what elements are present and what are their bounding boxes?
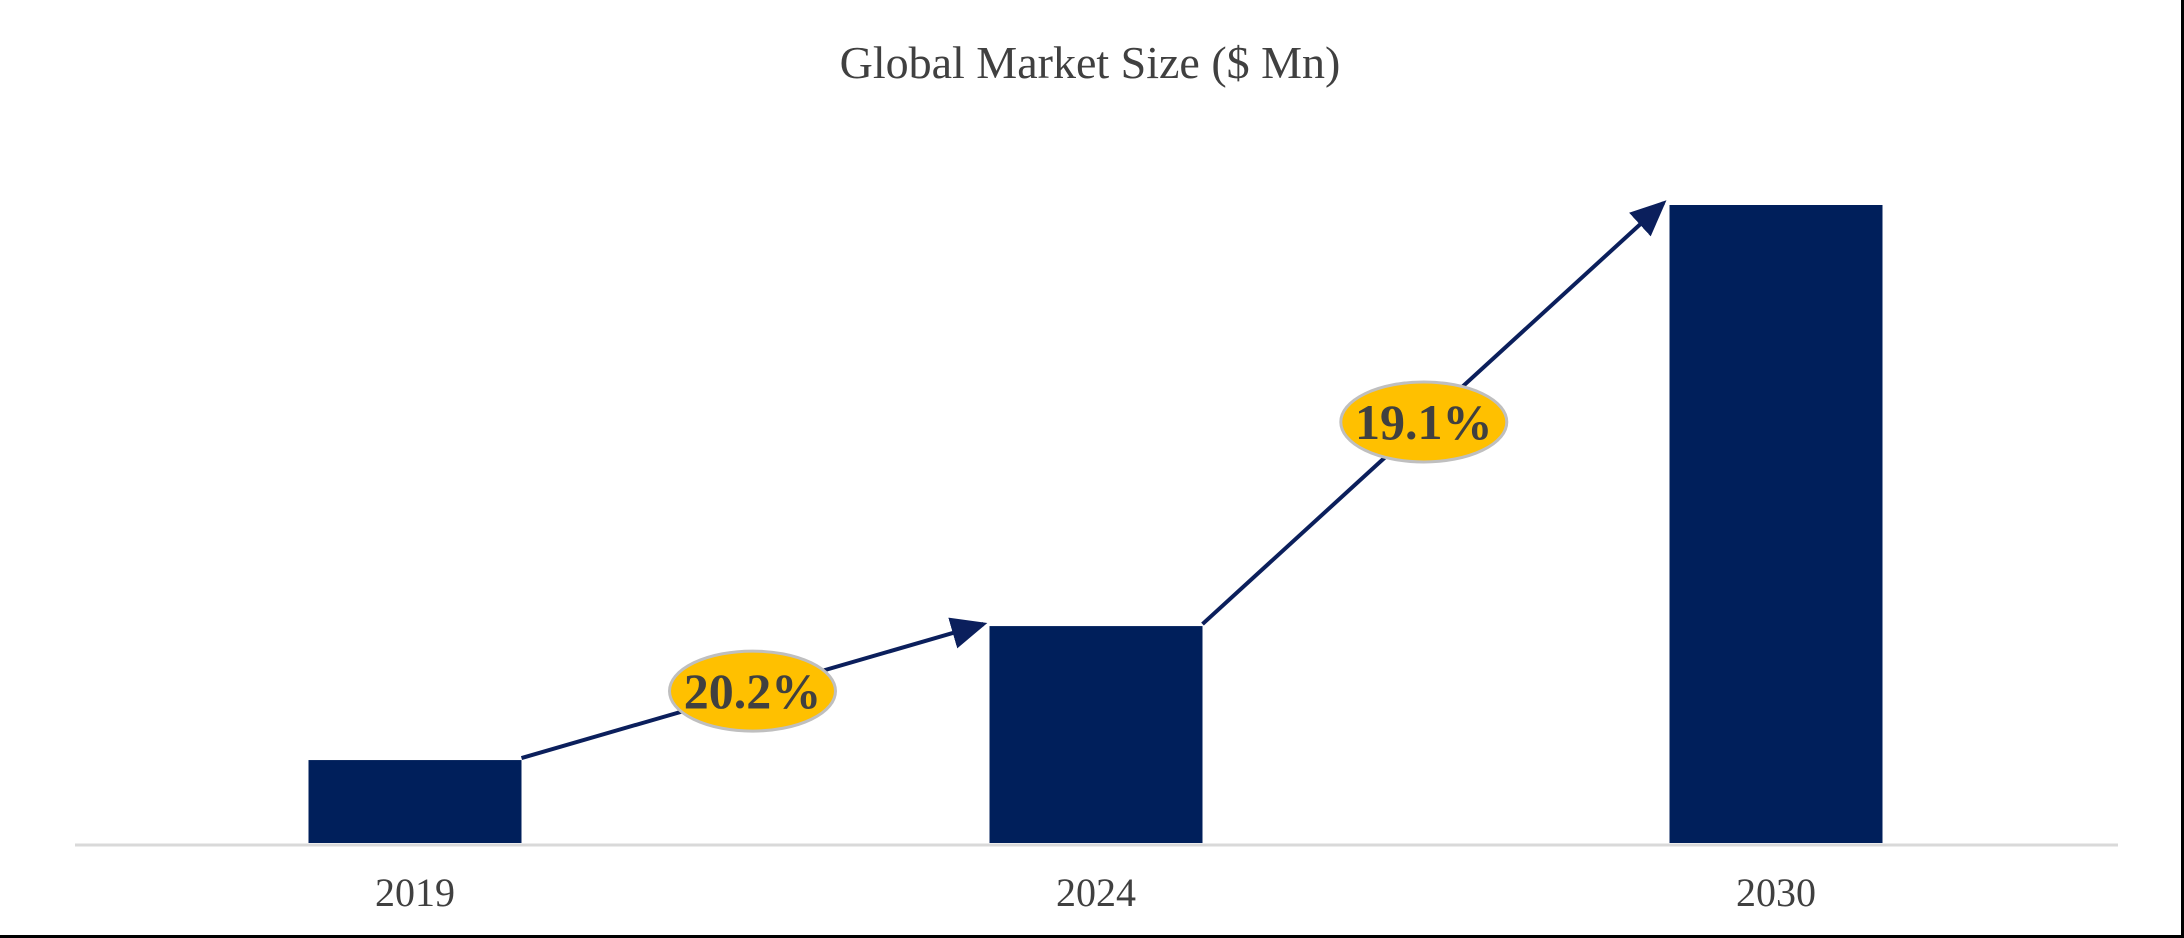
bar-2019 <box>308 760 522 843</box>
growth-annotations: 20.2% 19.1% <box>520 200 1667 760</box>
growth-badge-2024-2030 <box>1339 380 1509 464</box>
growth-label-2024-2030: 19.1% <box>1355 394 1493 450</box>
bar-2024 <box>989 626 1203 843</box>
x-tick-labels: 2019 2024 2030 <box>375 870 1816 915</box>
x-tick-label-2019: 2019 <box>375 870 455 915</box>
bar-2030 <box>1669 205 1883 843</box>
bars-layer <box>308 205 1883 843</box>
growth-label-2019-2024: 20.2% <box>684 663 822 719</box>
chart-title: Global Market Size ($ Mn) <box>840 37 1341 88</box>
x-tick-label-2030: 2030 <box>1736 870 1816 915</box>
growth-badge-2019-2024 <box>668 649 837 733</box>
x-tick-label-2024: 2024 <box>1056 870 1136 915</box>
